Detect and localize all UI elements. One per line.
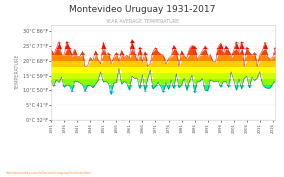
Text: climatestoday.com/climate/uruguay/montevideo: climatestoday.com/climate/uruguay/montev…: [6, 171, 92, 175]
Y-axis label: TEMPERATURE: TEMPERATURE: [15, 55, 20, 90]
Text: YEAR AVERAGE TEMPERATURE: YEAR AVERAGE TEMPERATURE: [105, 19, 179, 24]
Text: Montevideo Uruguay 1931-2017: Montevideo Uruguay 1931-2017: [69, 5, 215, 14]
